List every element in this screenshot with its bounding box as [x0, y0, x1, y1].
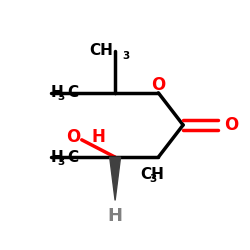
Text: H: H	[108, 206, 122, 224]
Polygon shape	[110, 157, 120, 200]
Text: 3: 3	[122, 51, 130, 61]
Text: 3: 3	[57, 156, 64, 166]
Text: H: H	[51, 85, 64, 100]
Text: C: C	[67, 150, 78, 165]
Text: H: H	[92, 128, 106, 146]
Text: O: O	[66, 128, 80, 146]
Text: C: C	[67, 85, 78, 100]
Text: H: H	[51, 150, 64, 165]
Text: CH: CH	[89, 43, 113, 58]
Text: 3: 3	[150, 174, 157, 184]
Text: 3: 3	[57, 92, 64, 102]
Text: O: O	[224, 116, 238, 134]
Text: CH: CH	[140, 167, 164, 182]
Text: O: O	[151, 76, 166, 94]
